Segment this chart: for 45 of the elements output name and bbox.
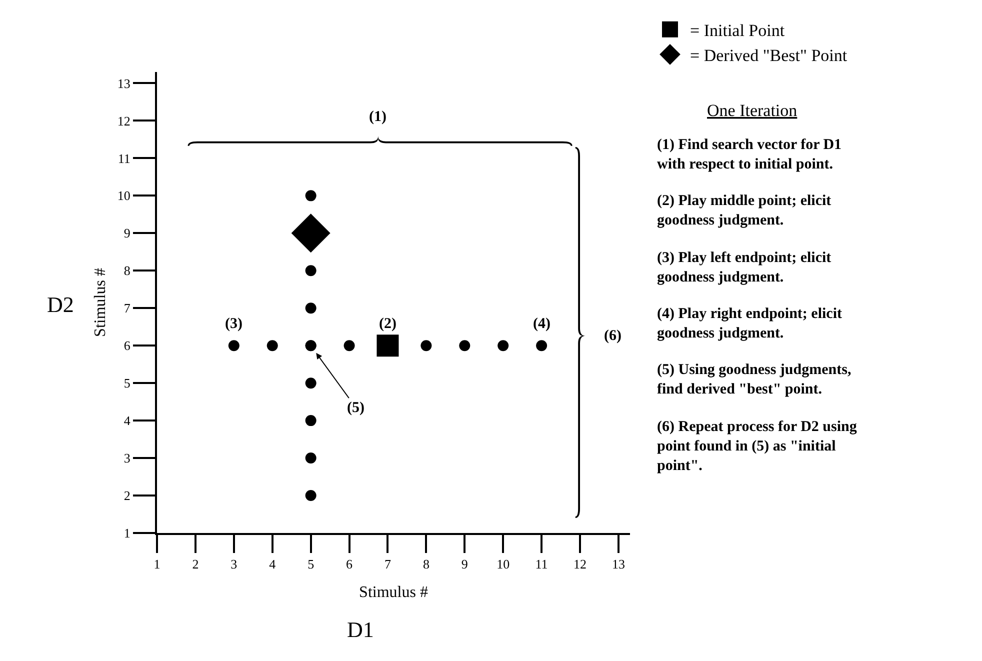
y-tick-label: 11	[118, 150, 130, 166]
y-tick-label: 10	[117, 188, 130, 204]
text: One Iteration	[707, 101, 798, 120]
x-tick-label: 10	[496, 556, 510, 572]
text: D1	[347, 617, 374, 642]
annotation: (3)	[225, 316, 242, 332]
x-tick-label: 11	[535, 556, 548, 572]
x-tick-label: 2	[192, 556, 199, 572]
text: (3) Play left endpoint; elicit goodness judgment.	[657, 250, 832, 286]
x-tick-label: 1	[154, 556, 160, 572]
y-tick-label: 12	[117, 113, 130, 128]
x-tick-label: 13	[612, 556, 625, 572]
x-tick-label: 3	[230, 556, 238, 572]
text: (5) Using goodness judgments, find derived "best" point.	[657, 362, 852, 398]
text: (6) Repeat process for D2 using point found in (5) as "initial point".	[657, 419, 858, 474]
y-tick-label: 13	[117, 76, 130, 91]
y-tick-label: 4	[124, 413, 131, 428]
y-tick-label: 7	[124, 300, 131, 316]
x-tick-label: 6	[346, 556, 354, 572]
y-tick-label: 5	[124, 376, 130, 391]
y-tick-label: 8	[124, 263, 130, 278]
annotation: (4)	[533, 316, 550, 332]
annotation: (1)	[369, 109, 386, 125]
annotation: (6)	[604, 328, 622, 344]
text: (4) Play right endpoint; elicit goodness judgment.	[657, 306, 842, 342]
y-tick-label: 9	[124, 226, 130, 241]
x-tick-label: 9	[461, 556, 468, 572]
text: (1) Find search vector for D1 with respect to initial point.	[657, 137, 842, 172]
x-axis-title: Stimulus #	[359, 584, 428, 601]
annotation: (5)	[347, 400, 364, 416]
annotation: (2)	[379, 316, 396, 332]
legend-label: = Initial Point	[690, 20, 785, 40]
x-tick-label: 7	[384, 556, 392, 572]
text: (2) Play middle point; elicit goodness judgment.	[657, 193, 832, 228]
y-tick-label: 6	[124, 338, 131, 354]
y-tick-label: 1	[124, 526, 130, 541]
x-tick-label: 8	[422, 556, 430, 572]
text: D2	[47, 292, 74, 317]
y-tick-label: 2	[124, 488, 130, 504]
x-tick-label: 5	[308, 556, 314, 572]
x-tick-label: 4	[269, 556, 276, 572]
y-tick-label: 3	[124, 450, 130, 466]
legend-label: = Derived "Best" Point	[690, 46, 848, 66]
y-axis-title: Stimulus #	[92, 268, 109, 337]
x-tick-label: 12	[574, 556, 587, 572]
